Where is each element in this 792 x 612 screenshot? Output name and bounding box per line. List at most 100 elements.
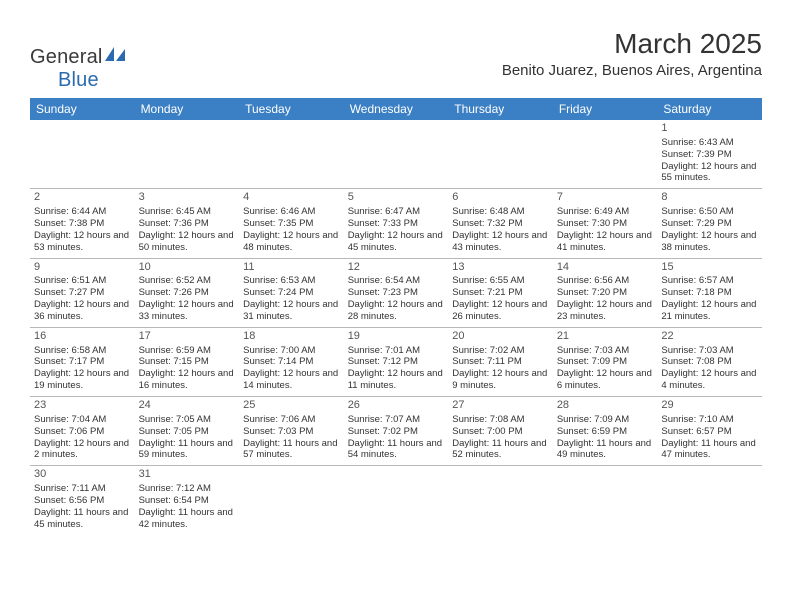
calendar-day: 15Sunrise: 6:57 AMSunset: 7:18 PMDayligh… <box>657 258 762 327</box>
calendar-day: 30Sunrise: 7:11 AMSunset: 6:56 PMDayligh… <box>30 466 135 535</box>
sunset-line: Sunset: 7:02 PM <box>348 426 445 438</box>
logo-text-general: General <box>30 46 103 68</box>
calendar-day: 18Sunrise: 7:00 AMSunset: 7:14 PMDayligh… <box>239 327 344 396</box>
sunrise-line: Sunrise: 7:04 AM <box>34 414 131 426</box>
logo-sail-icon <box>105 46 127 69</box>
sunset-line: Sunset: 7:11 PM <box>452 356 549 368</box>
sunset-line: Sunset: 7:14 PM <box>243 356 340 368</box>
sunset-line: Sunset: 7:38 PM <box>34 218 131 230</box>
daylight-line: Daylight: 11 hours and 47 minutes. <box>661 438 758 462</box>
calendar-day: 17Sunrise: 6:59 AMSunset: 7:15 PMDayligh… <box>135 327 240 396</box>
daylight-line: Daylight: 12 hours and 6 minutes. <box>557 368 654 392</box>
sunset-line: Sunset: 6:56 PM <box>34 495 131 507</box>
calendar-day-empty <box>553 466 658 535</box>
calendar-table: SundayMondayTuesdayWednesdayThursdayFrid… <box>30 98 762 535</box>
day-number: 17 <box>139 330 236 344</box>
day-header: Friday <box>553 98 658 120</box>
sunset-line: Sunset: 7:39 PM <box>661 149 758 161</box>
calendar-day: 9Sunrise: 6:51 AMSunset: 7:27 PMDaylight… <box>30 258 135 327</box>
calendar-day: 12Sunrise: 6:54 AMSunset: 7:23 PMDayligh… <box>344 258 449 327</box>
day-header-row: SundayMondayTuesdayWednesdayThursdayFrid… <box>30 98 762 120</box>
sunrise-line: Sunrise: 6:59 AM <box>139 345 236 357</box>
day-number: 27 <box>452 399 549 413</box>
daylight-line: Daylight: 11 hours and 45 minutes. <box>34 507 131 531</box>
sunset-line: Sunset: 7:32 PM <box>452 218 549 230</box>
calendar-week: 1Sunrise: 6:43 AMSunset: 7:39 PMDaylight… <box>30 120 762 189</box>
sunset-line: Sunset: 7:17 PM <box>34 356 131 368</box>
sunset-line: Sunset: 7:36 PM <box>139 218 236 230</box>
day-number: 9 <box>34 261 131 275</box>
header: GeneralBlue March 2025 Benito Juarez, Bu… <box>30 28 762 92</box>
sunset-line: Sunset: 7:24 PM <box>243 287 340 299</box>
daylight-line: Daylight: 12 hours and 14 minutes. <box>243 368 340 392</box>
sunset-line: Sunset: 7:12 PM <box>348 356 445 368</box>
day-number: 1 <box>661 122 758 136</box>
calendar-day: 27Sunrise: 7:08 AMSunset: 7:00 PMDayligh… <box>448 397 553 466</box>
day-number: 28 <box>557 399 654 413</box>
day-number: 25 <box>243 399 340 413</box>
calendar-week: 23Sunrise: 7:04 AMSunset: 7:06 PMDayligh… <box>30 397 762 466</box>
calendar-day: 28Sunrise: 7:09 AMSunset: 6:59 PMDayligh… <box>553 397 658 466</box>
logo-text-blue: Blue <box>58 69 99 91</box>
day-number: 13 <box>452 261 549 275</box>
daylight-line: Daylight: 12 hours and 9 minutes. <box>452 368 549 392</box>
sunset-line: Sunset: 7:20 PM <box>557 287 654 299</box>
sunset-line: Sunset: 6:54 PM <box>139 495 236 507</box>
sunrise-line: Sunrise: 6:47 AM <box>348 206 445 218</box>
sunset-line: Sunset: 7:30 PM <box>557 218 654 230</box>
daylight-line: Daylight: 12 hours and 33 minutes. <box>139 299 236 323</box>
daylight-line: Daylight: 12 hours and 26 minutes. <box>452 299 549 323</box>
daylight-line: Daylight: 12 hours and 11 minutes. <box>348 368 445 392</box>
daylight-line: Daylight: 12 hours and 2 minutes. <box>34 438 131 462</box>
sunrise-line: Sunrise: 6:58 AM <box>34 345 131 357</box>
daylight-line: Daylight: 12 hours and 21 minutes. <box>661 299 758 323</box>
calendar-day: 16Sunrise: 6:58 AMSunset: 7:17 PMDayligh… <box>30 327 135 396</box>
calendar-day: 8Sunrise: 6:50 AMSunset: 7:29 PMDaylight… <box>657 189 762 258</box>
day-header: Monday <box>135 98 240 120</box>
calendar-week: 16Sunrise: 6:58 AMSunset: 7:17 PMDayligh… <box>30 327 762 396</box>
sunrise-line: Sunrise: 6:52 AM <box>139 275 236 287</box>
daylight-line: Daylight: 11 hours and 57 minutes. <box>243 438 340 462</box>
calendar-body: 1Sunrise: 6:43 AMSunset: 7:39 PM Daylight… <box>30 120 762 535</box>
calendar-day: 1Sunrise: 6:43 AMSunset: 7:39 PMDaylight… <box>657 120 762 189</box>
calendar-day: 14Sunrise: 6:56 AMSunset: 7:20 PMDayligh… <box>553 258 658 327</box>
sunrise-line: Sunrise: 7:05 AM <box>139 414 236 426</box>
daylight-line: Daylight: 12 hours and 38 minutes. <box>661 230 758 254</box>
calendar-day: 13Sunrise: 6:55 AMSunset: 7:21 PMDayligh… <box>448 258 553 327</box>
day-number: 8 <box>661 191 758 205</box>
sunset-line: Sunset: 7:26 PM <box>139 287 236 299</box>
sunrise-line: Sunrise: 7:03 AM <box>557 345 654 357</box>
daylight-line: Daylight: 12 hours and 19 minutes. <box>34 368 131 392</box>
calendar-day: 11Sunrise: 6:53 AMSunset: 7:24 PMDayligh… <box>239 258 344 327</box>
day-number: 16 <box>34 330 131 344</box>
day-number: 22 <box>661 330 758 344</box>
sunset-line: Sunset: 7:08 PM <box>661 356 758 368</box>
calendar-day: 19Sunrise: 7:01 AMSunset: 7:12 PMDayligh… <box>344 327 449 396</box>
daylight-line: Daylight: 12 hours and 4 minutes. <box>661 368 758 392</box>
logo-text: GeneralBlue <box>30 46 127 92</box>
day-number: 30 <box>34 468 131 482</box>
sunrise-line: Sunrise: 7:11 AM <box>34 483 131 495</box>
sunrise-line: Sunrise: 7:02 AM <box>452 345 549 357</box>
calendar-week: 9Sunrise: 6:51 AMSunset: 7:27 PMDaylight… <box>30 258 762 327</box>
sunset-line: Sunset: 7:06 PM <box>34 426 131 438</box>
day-number: 5 <box>348 191 445 205</box>
calendar-day-empty <box>239 466 344 535</box>
calendar-day-empty <box>657 466 762 535</box>
calendar-day-empty <box>344 120 449 189</box>
day-number: 23 <box>34 399 131 413</box>
title-block: March 2025 Benito Juarez, Buenos Aires, … <box>502 28 762 79</box>
sunrise-line: Sunrise: 7:12 AM <box>139 483 236 495</box>
sunrise-line: Sunrise: 7:07 AM <box>348 414 445 426</box>
day-header: Thursday <box>448 98 553 120</box>
sunrise-line: Sunrise: 6:43 AM <box>661 137 758 149</box>
sunset-line: Sunset: 7:03 PM <box>243 426 340 438</box>
calendar-day: 2Sunrise: 6:44 AMSunset: 7:38 PMDaylight… <box>30 189 135 258</box>
day-number: 3 <box>139 191 236 205</box>
daylight-line: Daylight: 12 hours and 43 minutes. <box>452 230 549 254</box>
sunrise-line: Sunrise: 6:49 AM <box>557 206 654 218</box>
day-number: 20 <box>452 330 549 344</box>
day-number: 26 <box>348 399 445 413</box>
sunrise-line: Sunrise: 6:55 AM <box>452 275 549 287</box>
sunset-line: Sunset: 7:35 PM <box>243 218 340 230</box>
